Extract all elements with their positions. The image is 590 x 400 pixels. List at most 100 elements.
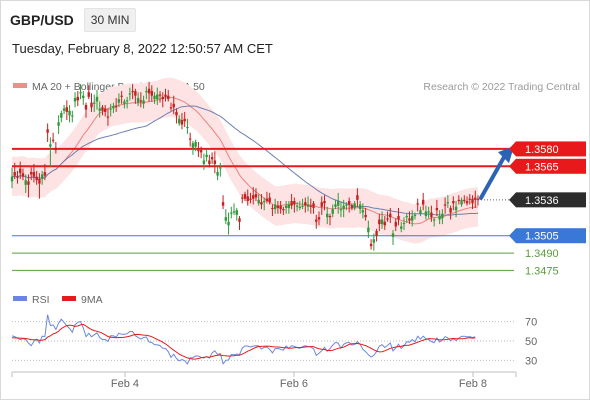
candle [221, 195, 225, 210]
candle [375, 228, 378, 242]
candle-body [260, 202, 263, 205]
candle-body [295, 205, 299, 207]
rsi-panel: 70 50 30 [11, 314, 537, 367]
candle-body [112, 106, 115, 109]
candle-body [40, 174, 44, 180]
candle [183, 111, 186, 127]
candle-body [175, 111, 178, 116]
rsi-legend-swatch [13, 296, 27, 301]
candle [435, 199, 439, 217]
candle [224, 209, 228, 225]
candle-body [386, 218, 389, 220]
candle-body [331, 209, 334, 214]
candle-body [474, 197, 477, 200]
candle [284, 201, 288, 214]
candle [95, 89, 99, 110]
rsi-line [11, 314, 476, 365]
candle [71, 110, 74, 123]
candle [142, 95, 145, 109]
candle [79, 84, 82, 100]
candle [347, 197, 351, 213]
candle [219, 162, 222, 177]
candle-body [282, 209, 285, 211]
candle [202, 153, 206, 170]
candle [188, 132, 192, 147]
bollinger-band-layer [12, 77, 478, 244]
candle-body [13, 172, 16, 176]
candle-body [95, 96, 99, 102]
candle [249, 192, 252, 204]
candle [65, 100, 69, 120]
candle [317, 211, 321, 226]
candle [120, 91, 123, 104]
candle-body [134, 91, 137, 96]
candle [383, 216, 386, 230]
candle-body [51, 139, 55, 141]
candle-body [334, 204, 337, 207]
candle-body [210, 157, 214, 160]
candle-body [38, 179, 41, 184]
candle-body [304, 202, 307, 206]
candle-body [109, 108, 112, 110]
candle [337, 192, 340, 214]
candle [320, 196, 323, 215]
candle [150, 85, 153, 102]
candle-body [438, 216, 441, 220]
candle-body [380, 219, 384, 225]
candle [421, 192, 425, 211]
candle [413, 212, 417, 220]
candle [227, 212, 230, 235]
candle-body [158, 94, 162, 96]
candle-body [320, 202, 323, 207]
candle-body [128, 93, 132, 95]
candle [104, 104, 107, 117]
candle-body [358, 204, 362, 210]
candle-body [145, 91, 148, 93]
report-datetime: Tuesday, February 8, 2022 12:50:57 AM CE… [12, 41, 273, 56]
candle [199, 146, 203, 159]
candle [194, 139, 197, 152]
x-axis: Feb 4 Feb 6 Feb 8 [11, 371, 517, 390]
last-price-label: 1.3536 [525, 195, 559, 207]
candle [268, 192, 271, 205]
candle [73, 92, 77, 108]
candle-body [62, 108, 66, 111]
candle [246, 189, 249, 206]
candle [457, 195, 461, 205]
candle [276, 201, 280, 214]
candle [205, 148, 208, 162]
candle [114, 98, 118, 112]
rsi-tick-label: 70 [525, 317, 537, 329]
candle [82, 91, 85, 105]
candle [161, 92, 164, 108]
candle [331, 204, 334, 218]
candle [235, 207, 238, 221]
candle-body [402, 222, 406, 225]
candle [312, 201, 315, 214]
candle [378, 213, 381, 232]
candle-body [131, 91, 134, 93]
candle [156, 87, 159, 105]
candle [402, 217, 406, 230]
candle-body [84, 104, 88, 110]
candle [309, 198, 312, 214]
support-badge-1-3505 [516, 228, 586, 244]
candle-body [147, 88, 151, 94]
candle-body [443, 204, 447, 206]
candle [353, 201, 356, 211]
candle-body [46, 129, 49, 133]
candle [112, 102, 115, 114]
candle-body [383, 221, 386, 226]
timeframe-button[interactable]: 30 MIN [83, 8, 137, 32]
candle-body [276, 205, 280, 208]
candle-body [68, 110, 71, 116]
candle-body [150, 91, 153, 96]
candle-body [16, 176, 19, 178]
candle-body [372, 239, 376, 243]
candle [474, 190, 477, 208]
candle [158, 91, 162, 103]
candle-body [419, 210, 422, 214]
candle [106, 108, 110, 126]
candle [449, 205, 452, 220]
